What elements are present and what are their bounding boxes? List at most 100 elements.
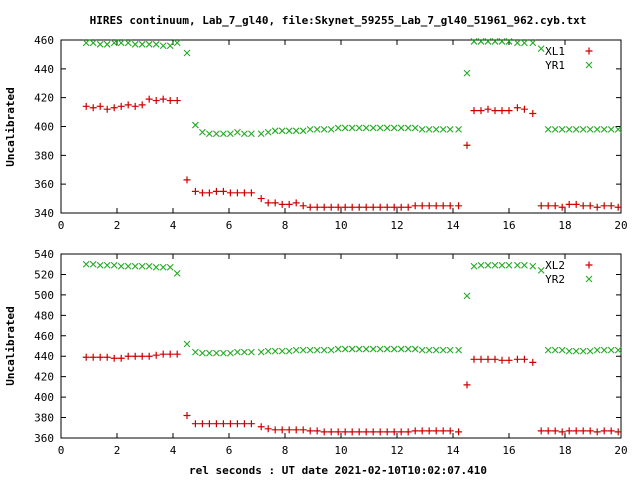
- legend-label: XL1: [545, 45, 565, 58]
- data-point-plus: [544, 427, 552, 435]
- data-point-cross: [103, 261, 111, 269]
- y-tick-label: 340: [34, 207, 54, 220]
- data-point-cross: [362, 124, 370, 132]
- data-point-cross: [404, 124, 412, 132]
- x-tick-label: 12: [390, 444, 403, 457]
- data-point-plus: [455, 202, 463, 210]
- data-point-cross: [544, 346, 552, 354]
- y-tick-label: 400: [34, 121, 54, 134]
- data-point-plus: [219, 420, 227, 428]
- data-point-plus: [586, 427, 594, 435]
- data-point-plus: [397, 203, 405, 211]
- data-point-plus: [96, 353, 104, 361]
- data-point-cross: [173, 270, 181, 277]
- data-point-cross: [248, 348, 255, 356]
- data-point-plus: [348, 428, 356, 436]
- data-point-plus: [369, 428, 377, 436]
- data-point-cross: [145, 40, 153, 48]
- data-point-cross: [477, 261, 485, 269]
- data-point-plus: [558, 203, 566, 211]
- data-point-plus: [264, 199, 272, 207]
- data-point-plus: [418, 427, 426, 435]
- chart-title: HIRES continuum, Lab_7_gl40, file:Skynet…: [90, 14, 587, 27]
- data-point-plus: [439, 202, 447, 210]
- data-point-cross: [439, 125, 447, 133]
- data-point-cross: [529, 39, 537, 47]
- x-axis-label: rel seconds : UT date 2021-02-10T10:02:0…: [189, 464, 487, 477]
- data-point-cross: [89, 39, 97, 47]
- data-point-plus: [348, 203, 356, 211]
- data-point-cross: [341, 345, 349, 353]
- y-tick-label: 360: [34, 178, 54, 191]
- y-tick-label: 440: [34, 350, 54, 363]
- data-point-plus: [313, 203, 321, 211]
- data-point-cross: [551, 125, 559, 133]
- data-point-cross: [320, 346, 328, 354]
- data-point-cross: [327, 125, 335, 133]
- data-point-cross: [477, 38, 485, 45]
- data-point-cross: [313, 346, 321, 354]
- data-point-plus: [600, 427, 608, 435]
- data-point-cross: [607, 346, 615, 354]
- data-point-cross: [96, 261, 104, 269]
- data-point-plus: [498, 356, 506, 364]
- data-point-plus: [390, 428, 398, 436]
- data-point-cross: [285, 347, 293, 355]
- data-point-cross: [220, 130, 227, 138]
- data-point-plus: [103, 105, 111, 113]
- data-point-plus: [117, 354, 125, 362]
- data-point-cross: [173, 39, 181, 47]
- y-tick-label: 460: [34, 34, 54, 47]
- data-point-cross: [514, 261, 521, 269]
- data-point-plus: [376, 203, 384, 211]
- y-tick-label: 420: [34, 92, 54, 105]
- data-point-plus: [247, 420, 255, 428]
- data-point-cross: [369, 124, 377, 132]
- data-point-plus: [264, 425, 272, 433]
- data-point-plus: [313, 427, 321, 435]
- data-point-cross: [491, 38, 499, 45]
- data-point-cross: [166, 42, 174, 50]
- data-point-plus: [484, 355, 492, 363]
- data-point-plus: [579, 202, 587, 210]
- data-point-cross: [529, 262, 537, 270]
- data-point-cross: [439, 346, 447, 354]
- y-tick-label: 380: [34, 412, 54, 425]
- plots-layer: 0 2 4 6 8 10 12 14 16 18 20340360380400420440460Un…: [4, 34, 628, 457]
- data-point-cross: [544, 125, 552, 133]
- data-point-plus: [257, 195, 265, 203]
- data-point-cross: [89, 260, 97, 268]
- data-point-cross: [213, 130, 220, 138]
- x-tick-label: 2: [114, 444, 121, 457]
- y-tick-label: 380: [34, 149, 54, 162]
- data-point-cross: [220, 349, 227, 357]
- data-point-cross: [110, 39, 118, 47]
- y-tick-label: 520: [34, 268, 54, 281]
- data-point-cross: [537, 266, 545, 274]
- data-point-plus: [131, 102, 139, 110]
- data-point-cross: [432, 346, 440, 354]
- data-point-cross: [455, 125, 462, 133]
- data-point-plus: [191, 187, 199, 195]
- legend-label: XL2: [545, 259, 565, 272]
- data-point-plus: [152, 351, 160, 359]
- data-point-cross: [484, 261, 492, 269]
- data-point-plus: [219, 187, 227, 195]
- data-point-cross: [537, 45, 545, 53]
- data-point-plus: [110, 104, 118, 112]
- data-point-plus: [463, 381, 471, 389]
- data-point-plus: [226, 189, 234, 197]
- legend-marker-plus: [585, 261, 593, 269]
- data-point-plus: [544, 202, 552, 210]
- data-point-cross: [131, 40, 139, 48]
- data-point-plus: [505, 356, 513, 364]
- data-point-cross: [514, 39, 521, 47]
- x-tick-label: 18: [558, 444, 571, 457]
- data-point-cross: [614, 125, 622, 133]
- data-point-plus: [411, 427, 419, 435]
- data-point-plus: [491, 107, 499, 115]
- data-point-plus: [198, 189, 206, 197]
- data-point-plus: [82, 353, 90, 361]
